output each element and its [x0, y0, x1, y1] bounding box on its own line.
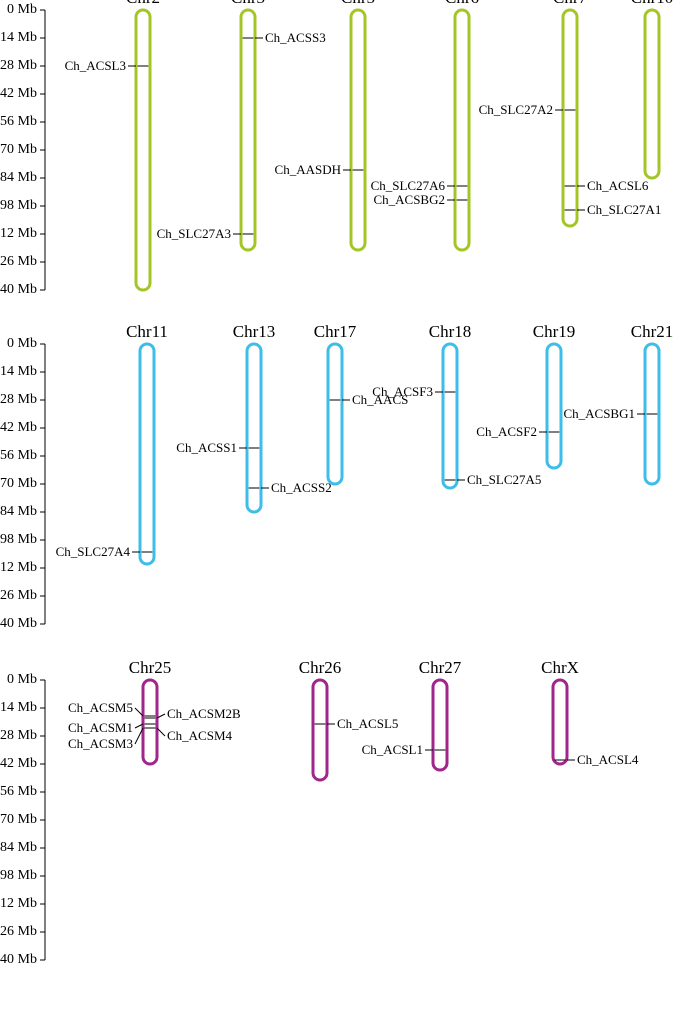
chromosome-Chr17: Chr17Ch_AACS: [314, 322, 409, 484]
svg-text:140 Mb: 140 Mb: [0, 282, 37, 297]
svg-text:98 Mb: 98 Mb: [0, 532, 37, 547]
svg-text:42 Mb: 42 Mb: [0, 420, 37, 435]
chromosome-map: 0 Mb 14 Mb 28 Mb 42 Mb 56 Mb 70 Mb 84 Mb 98 Mb 1…: [0, 0, 678, 1016]
chromosome-title: Chr7: [553, 0, 588, 7]
chromosome-title: Chr26: [299, 658, 342, 677]
svg-text:98 Mb: 98 Mb: [0, 198, 37, 213]
svg-text:70 Mb: 70 Mb: [0, 142, 37, 157]
gene-label: Ch_ACSBG2: [373, 192, 445, 207]
chromosome-Chr21: Chr21 Ch_ACSBG1: [563, 322, 673, 484]
gene-label: Ch_SLC27A4: [56, 544, 131, 559]
gene-label: Ch_ACSS1: [176, 440, 237, 455]
svg-text:14 Mb: 14 Mb: [0, 30, 37, 45]
gene-label: Ch_ACSL1: [362, 742, 423, 757]
svg-text:126 Mb: 126 Mb: [0, 588, 37, 603]
svg-text:140 Mb: 140 Mb: [0, 616, 37, 631]
gene-label: Ch_AASDH: [275, 162, 341, 177]
gene-label: Ch_ACSM4: [167, 728, 233, 743]
chromosome-Chr10: Chr10: [631, 0, 674, 178]
chromosome-Chr19: Chr19 Ch_ACSF2: [476, 322, 575, 468]
svg-text:0 Mb: 0 Mb: [7, 336, 37, 351]
gene-label: Ch_ACSM2B: [167, 706, 241, 721]
chromosome-title: Chr6: [445, 0, 479, 7]
chromosome-Chr3: Chr3 Ch_ACSS3 Ch_SLC27A3: [157, 0, 326, 250]
chromosome-title: Chr3: [231, 0, 265, 7]
svg-text:0 Mb: 0 Mb: [7, 672, 37, 687]
svg-text:84 Mb: 84 Mb: [0, 840, 37, 855]
svg-text:70 Mb: 70 Mb: [0, 812, 37, 827]
svg-text:126 Mb: 126 Mb: [0, 254, 37, 269]
gene-label: Ch_ACSL6: [587, 178, 649, 193]
gene-label: Ch_SLC27A6: [371, 178, 446, 193]
chromosome-title: Chr27: [419, 658, 462, 677]
gene-label: Ch_ACSF2: [476, 424, 537, 439]
chromosome-title: Chr18: [429, 322, 472, 341]
svg-text:140 Mb: 140 Mb: [0, 952, 37, 967]
chromosome-title: ChrX: [541, 658, 579, 677]
chromosome-title: Chr13: [233, 322, 276, 341]
svg-text:0 Mb: 0 Mb: [7, 2, 37, 17]
chromosome-Chr11: Chr11 Ch_SLC27A4: [56, 322, 168, 564]
gene-label: Ch_ACSS2: [271, 480, 332, 495]
gene-label: Ch_ACSBG1: [563, 406, 635, 421]
svg-text:28 Mb: 28 Mb: [0, 392, 37, 407]
chromosome-Chr2: Chr2 Ch_ACSL3: [65, 0, 160, 290]
chromosome-ChrX: ChrX Ch_ACSL4: [541, 658, 639, 767]
chromosome-title: Chr21: [631, 322, 674, 341]
gene-label: Ch_ACSL4: [577, 752, 639, 767]
svg-text:56 Mb: 56 Mb: [0, 448, 37, 463]
chromosome-title: Chr11: [126, 322, 168, 341]
axis-panel3: 0 Mb 14 Mb 28 Mb 42 Mb 56 Mb 70 Mb 84 Mb 98 Mb 1…: [0, 672, 45, 967]
svg-text:70 Mb: 70 Mb: [0, 476, 37, 491]
gene-label: Ch_SLC27A3: [157, 226, 231, 241]
gene-label: Ch_SLC27A1: [587, 202, 661, 217]
svg-text:98 Mb: 98 Mb: [0, 868, 37, 883]
svg-text:112 Mb: 112 Mb: [0, 896, 37, 911]
svg-text:112 Mb: 112 Mb: [0, 226, 37, 241]
gene-label: Ch_ACSS3: [265, 30, 326, 45]
svg-text:84 Mb: 84 Mb: [0, 170, 37, 185]
chromosome-Chr13: Chr13 Ch_ACSS1 Ch_ACSS2: [176, 322, 331, 512]
svg-text:14 Mb: 14 Mb: [0, 364, 37, 379]
gene-label: Ch_ACSF3: [372, 384, 433, 399]
gene-label: Ch_ACSL5: [337, 716, 398, 731]
svg-text:126 Mb: 126 Mb: [0, 924, 37, 939]
svg-text:42 Mb: 42 Mb: [0, 86, 37, 101]
axis-panel2: 0 Mb 14 Mb 28 Mb 42 Mb 56 Mb 70 Mb 84 Mb 98 Mb 1…: [0, 336, 45, 631]
gene-label: Ch_SLC27A5: [467, 472, 541, 487]
gene-label: Ch_ACSM3: [68, 736, 133, 751]
chromosome-Chr6: Chr6 Ch_SLC27A6Ch_ACSBG2: [371, 0, 479, 250]
gene-label: Ch_ACSM5: [68, 700, 133, 715]
chromosome-title: Chr25: [129, 658, 172, 677]
svg-text:28 Mb: 28 Mb: [0, 58, 37, 73]
svg-text:112 Mb: 112 Mb: [0, 560, 37, 575]
gene-label: Ch_ACSL3: [65, 58, 126, 73]
svg-text:56 Mb: 56 Mb: [0, 784, 37, 799]
chromosome-title: Chr2: [126, 0, 160, 7]
chromosome-Chr27: Chr27 Ch_ACSL1: [362, 658, 462, 770]
svg-text:42 Mb: 42 Mb: [0, 756, 37, 771]
chromosome-Chr7: Chr7 Ch_SLC27A2 Ch_ACSL6 Ch_SLC27A1: [479, 0, 662, 226]
chromosome-Chr26: Chr26 Ch_ACSL5: [299, 658, 399, 780]
svg-text:28 Mb: 28 Mb: [0, 728, 37, 743]
chromosome-title: Chr19: [533, 322, 576, 341]
axis-panel1: 0 Mb 14 Mb 28 Mb 42 Mb 56 Mb 70 Mb 84 Mb 98 Mb 1…: [0, 2, 45, 297]
svg-text:14 Mb: 14 Mb: [0, 700, 37, 715]
chromosome-Chr25: Chr25 Ch_ACSM5 Ch_ACSM1Ch_ACSM3 Ch_ACSM2B Ch…: [68, 658, 241, 764]
gene-label: Ch_SLC27A2: [479, 102, 553, 117]
chromosome-title: Chr17: [314, 322, 357, 341]
chromosome-title: Chr10: [631, 0, 674, 7]
gene-label: Ch_ACSM1: [68, 720, 133, 735]
svg-text:84 Mb: 84 Mb: [0, 504, 37, 519]
chromosome-title: Chr5: [341, 0, 375, 7]
svg-text:56 Mb: 56 Mb: [0, 114, 37, 129]
